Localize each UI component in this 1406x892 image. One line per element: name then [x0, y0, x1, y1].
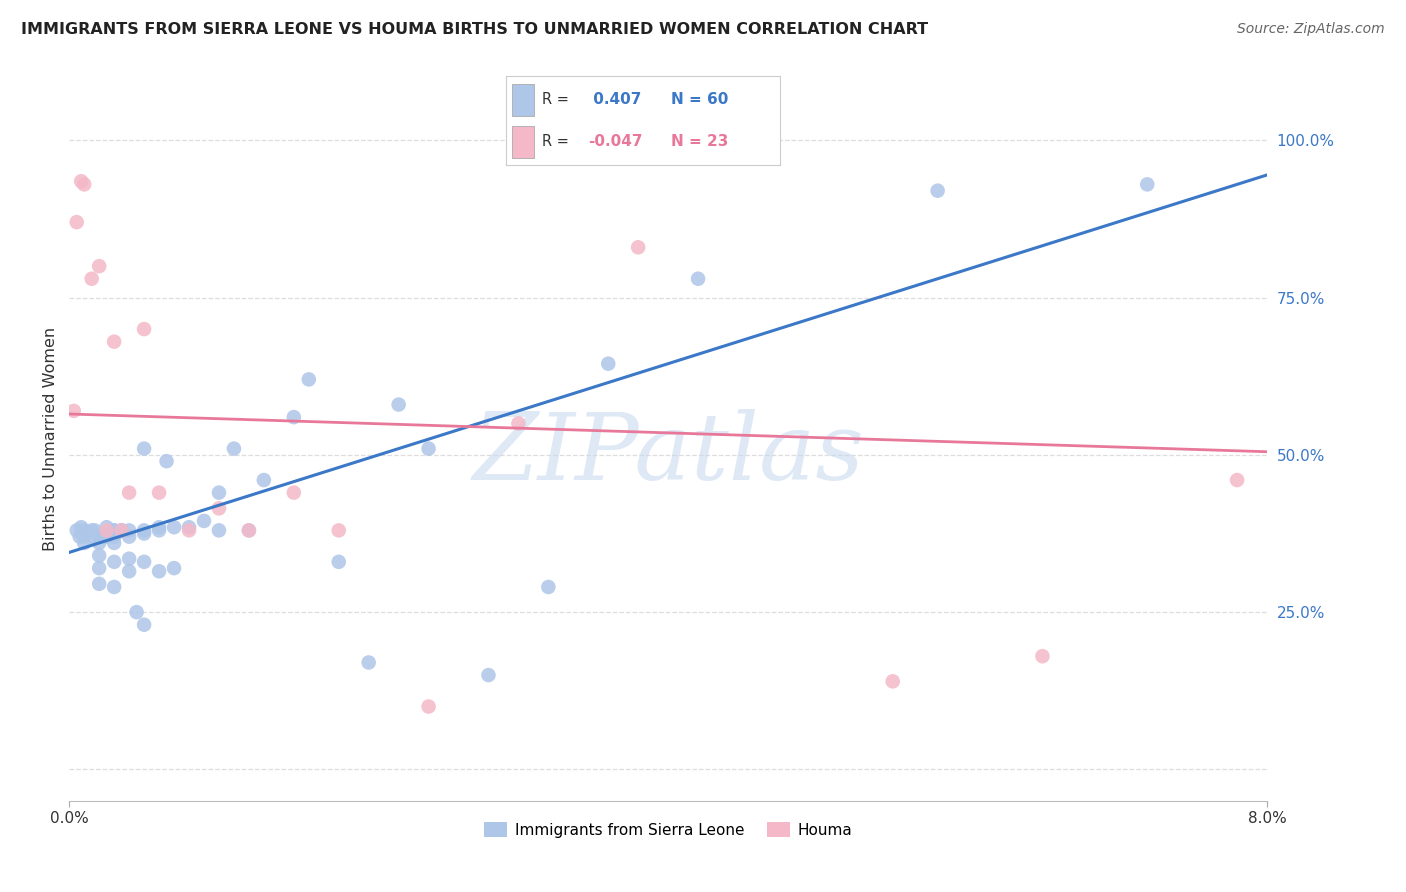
Text: N = 23: N = 23: [671, 134, 728, 149]
Point: [177, 520, 200, 534]
Point: [69, 530, 91, 544]
Point: [103, 524, 125, 538]
Point: [96, 530, 118, 544]
Point: [96, 524, 118, 538]
Point: [73, 524, 96, 538]
Point: [89, 549, 111, 563]
Point: [73, 536, 96, 550]
Point: [357, 656, 380, 670]
Point: [208, 485, 231, 500]
Point: [148, 520, 170, 534]
Point: [132, 617, 155, 632]
Point: [73, 526, 96, 541]
Point: [208, 501, 231, 516]
Point: [118, 564, 141, 578]
Point: [1031, 649, 1053, 664]
Point: [66, 215, 89, 229]
Point: [208, 524, 231, 538]
Point: [111, 524, 134, 538]
Point: [148, 485, 170, 500]
Point: [103, 334, 125, 349]
Point: [328, 555, 350, 569]
Point: [627, 240, 650, 254]
Point: [89, 536, 111, 550]
Point: [132, 442, 155, 456]
Point: [132, 526, 155, 541]
Text: Source: ZipAtlas.com: Source: ZipAtlas.com: [1237, 22, 1385, 37]
Point: [103, 555, 125, 569]
Point: [111, 524, 134, 538]
Point: [89, 561, 111, 575]
Point: [283, 485, 305, 500]
Point: [118, 530, 141, 544]
Text: -0.047: -0.047: [588, 134, 643, 149]
Point: [118, 551, 141, 566]
Point: [222, 442, 245, 456]
Point: [298, 372, 321, 386]
Point: [148, 524, 170, 538]
Point: [118, 485, 141, 500]
Point: [388, 398, 411, 412]
Point: [80, 271, 103, 285]
Point: [70, 520, 93, 534]
Point: [62, 404, 84, 418]
Point: [73, 530, 96, 544]
Point: [132, 322, 155, 336]
FancyBboxPatch shape: [512, 84, 534, 116]
Text: ZIPatlas: ZIPatlas: [472, 409, 865, 499]
Point: [508, 417, 530, 431]
Point: [598, 357, 620, 371]
Point: [89, 530, 111, 544]
Point: [1136, 178, 1159, 192]
Point: [103, 530, 125, 544]
Point: [83, 524, 105, 538]
Point: [537, 580, 560, 594]
Point: [283, 410, 305, 425]
Point: [927, 184, 949, 198]
Legend: Immigrants from Sierra Leone, Houma: Immigrants from Sierra Leone, Houma: [478, 816, 859, 844]
Point: [89, 259, 111, 273]
Point: [118, 524, 141, 538]
Point: [882, 674, 904, 689]
Point: [70, 174, 93, 188]
Point: [688, 271, 710, 285]
Point: [73, 178, 96, 192]
Point: [163, 561, 186, 575]
Point: [66, 524, 89, 538]
Point: [111, 524, 134, 538]
Point: [132, 524, 155, 538]
Text: IMMIGRANTS FROM SIERRA LEONE VS HOUMA BIRTHS TO UNMARRIED WOMEN CORRELATION CHAR: IMMIGRANTS FROM SIERRA LEONE VS HOUMA BI…: [21, 22, 928, 37]
Point: [1226, 473, 1249, 487]
Point: [148, 564, 170, 578]
Text: N = 60: N = 60: [671, 92, 728, 107]
Point: [80, 530, 103, 544]
Point: [193, 514, 215, 528]
Y-axis label: Births to Unmarried Women: Births to Unmarried Women: [44, 327, 58, 551]
Text: R =: R =: [541, 92, 574, 107]
Point: [103, 580, 125, 594]
Point: [328, 524, 350, 538]
Point: [418, 699, 440, 714]
Point: [238, 524, 260, 538]
Point: [253, 473, 276, 487]
FancyBboxPatch shape: [512, 126, 534, 158]
Point: [89, 577, 111, 591]
Point: [418, 442, 440, 456]
Text: 0.407: 0.407: [588, 92, 641, 107]
Point: [177, 524, 200, 538]
Point: [96, 520, 118, 534]
Point: [125, 605, 148, 619]
Point: [477, 668, 499, 682]
Text: R =: R =: [541, 134, 574, 149]
Point: [80, 524, 103, 538]
Point: [132, 555, 155, 569]
Point: [238, 524, 260, 538]
Point: [103, 524, 125, 538]
Point: [103, 536, 125, 550]
Point: [163, 520, 186, 534]
Point: [155, 454, 177, 468]
